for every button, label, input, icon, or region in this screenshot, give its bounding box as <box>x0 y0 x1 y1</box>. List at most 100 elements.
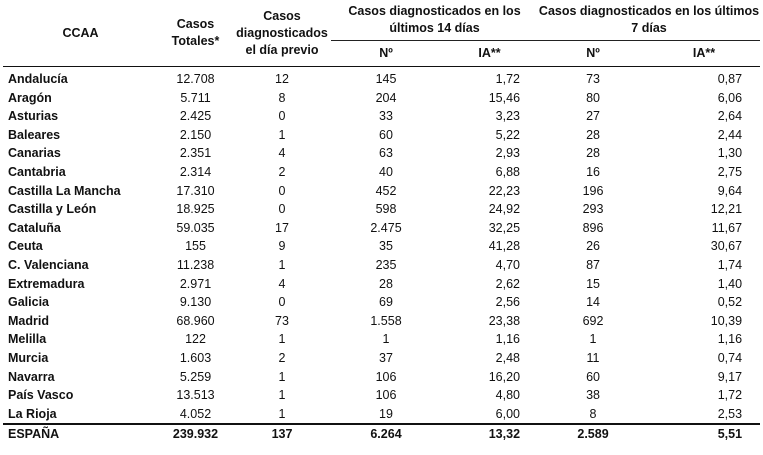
table-row: Andalucía 12.708 12 145 1,72 73 0,87 <box>3 67 760 89</box>
cell-casos-totales: 13.513 <box>176 388 215 403</box>
cell-n-7: 11 <box>586 350 600 365</box>
cell-ia-14: 16,20 <box>488 369 521 384</box>
table-header: CCAA Casos Totales* Casos diagnosticados… <box>3 0 761 67</box>
cell-n-14: 19 <box>379 406 393 421</box>
cell-n-14: 28 <box>379 276 393 291</box>
cell-n-7: 293 <box>582 202 604 217</box>
cell-ia-7: 2,64 <box>717 109 743 124</box>
cell-n-14: 145 <box>375 72 397 86</box>
cell-n-14: 69 <box>379 295 393 310</box>
cell-n-7: 60 <box>586 369 600 384</box>
total-ia-14: 13,32 <box>441 423 539 445</box>
cell-casos-previo: 1 <box>278 332 286 347</box>
table-row: Galicia 9.130 0 69 2,56 14 0,52 <box>3 293 760 312</box>
header-casos-totales: Casos Totales* <box>158 0 233 67</box>
cell-casos-totales: 68.960 <box>176 313 215 328</box>
cell-ccaa: País Vasco <box>8 388 74 403</box>
cell-ia-14: 4,80 <box>495 388 521 403</box>
cell-casos-totales: 9.130 <box>179 295 212 310</box>
table-row: Canarias 2.351 4 63 2,93 28 1,30 <box>3 144 760 163</box>
total-n-14: 6.264 <box>331 423 441 445</box>
cell-n-7: 8 <box>589 406 597 421</box>
cell-ia-14: 1,72 <box>495 72 521 86</box>
cell-ia-14: 1,16 <box>495 332 521 347</box>
cell-casos-totales: 12.708 <box>176 72 215 86</box>
cell-n-14: 452 <box>375 183 397 198</box>
cell-n-7: 26 <box>586 239 600 254</box>
header-group-14-dias: Casos diagnosticados en los últimos 14 d… <box>348 4 521 35</box>
header-ia-7: IA** <box>648 40 761 67</box>
cell-ia-7: 2,44 <box>717 127 743 142</box>
cell-casos-totales: 2.314 <box>179 164 212 179</box>
cell-ia-7: 12,21 <box>710 202 743 217</box>
cell-ia-14: 5,22 <box>495 127 521 142</box>
cell-casos-previo: 1 <box>278 406 286 421</box>
cell-ia-7: 1,16 <box>717 332 743 347</box>
cell-ia-14: 23,38 <box>488 313 521 328</box>
table-row: La Rioja 4.052 1 19 6,00 8 2,53 <box>3 405 760 425</box>
table-row: Murcia 1.603 2 37 2,48 11 0,74 <box>3 349 760 368</box>
table-row: Aragón 5.711 8 204 15,46 80 6,06 <box>3 89 760 108</box>
cell-casos-totales: 1.603 <box>179 350 212 365</box>
cell-casos-totales: 2.425 <box>179 109 212 124</box>
cell-n-14: 204 <box>375 90 397 105</box>
cell-casos-totales: 17.310 <box>176 183 215 198</box>
table-row: Navarra 5.259 1 106 16,20 60 9,17 <box>3 368 760 387</box>
cell-ccaa: Castilla La Mancha <box>8 183 121 198</box>
cell-casos-totales: 2.971 <box>179 276 212 291</box>
cell-ia-7: 1,40 <box>717 276 743 291</box>
cell-ia-14: 3,23 <box>495 109 521 124</box>
header-ccaa: CCAA <box>3 0 158 67</box>
cell-ia-7: 0,52 <box>717 295 743 310</box>
cell-n-14: 1 <box>382 332 390 347</box>
cell-casos-previo: 9 <box>278 239 286 254</box>
table-row: Baleares 2.150 1 60 5,22 28 2,44 <box>3 126 760 145</box>
header-group-7-dias: Casos diagnosticados en los últimos 7 dí… <box>538 4 760 35</box>
cell-casos-totales: 122 <box>185 332 206 347</box>
header-n-7: Nº <box>538 40 649 67</box>
cell-n-7: 87 <box>586 257 600 272</box>
cell-ia-14: 24,92 <box>488 202 521 217</box>
cell-ia-14: 22,23 <box>488 183 521 198</box>
cell-ccaa: Ceuta <box>8 239 43 254</box>
table-row: País Vasco 13.513 1 106 4,80 38 1,72 <box>3 386 760 405</box>
table-row: Melilla 122 1 1 1,16 1 1,16 <box>3 330 760 349</box>
cell-ia-7: 10,39 <box>710 313 743 328</box>
cell-ia-14: 41,28 <box>488 239 521 254</box>
cell-casos-previo: 12 <box>275 72 289 86</box>
cell-ccaa: Madrid <box>8 313 49 328</box>
cell-n-7: 196 <box>582 183 604 198</box>
table-row: Cantabria 2.314 2 40 6,88 16 2,75 <box>3 163 760 182</box>
cell-ccaa: Cantabria <box>8 164 66 179</box>
cell-ia-7: 2,75 <box>717 164 743 179</box>
cell-ia-14: 6,88 <box>495 164 521 179</box>
cell-n-7: 80 <box>586 90 600 105</box>
cell-n-7: 15 <box>586 276 600 291</box>
total-ia-7: 5,51 <box>648 423 761 445</box>
total-casos-totales: 239.932 <box>158 423 233 445</box>
total-row: ESPAÑA 239.932 137 6.264 13,32 2.589 5,5… <box>3 423 761 445</box>
cell-n-14: 106 <box>375 388 397 403</box>
cell-ccaa: Aragón <box>8 90 52 105</box>
cell-ia-7: 9,64 <box>717 183 743 198</box>
table-row: Extremadura 2.971 4 28 2,62 15 1,40 <box>3 275 760 294</box>
cell-ia-14: 2,62 <box>495 276 521 291</box>
cell-ccaa: Castilla y León <box>8 202 97 217</box>
cell-casos-previo: 1 <box>278 257 286 272</box>
table-row: Madrid 68.960 73 1.558 23,38 692 10,39 <box>3 312 760 331</box>
cell-n-14: 1.558 <box>370 313 402 328</box>
cell-n-14: 235 <box>375 257 397 272</box>
cell-ccaa: Galicia <box>8 295 49 310</box>
cell-n-7: 896 <box>582 220 604 235</box>
cell-ia-7: 1,30 <box>717 146 743 161</box>
cell-n-14: 2.475 <box>370 220 402 235</box>
cell-casos-totales: 2.150 <box>179 127 212 142</box>
cell-n-7: 14 <box>586 295 600 310</box>
cell-ia-14: 15,46 <box>488 90 521 105</box>
cell-n-14: 40 <box>379 164 393 179</box>
cell-casos-previo: 73 <box>275 313 289 328</box>
cell-casos-previo: 2 <box>278 164 286 179</box>
cell-n-7: 28 <box>586 127 600 142</box>
cell-ia-7: 6,06 <box>717 90 743 105</box>
